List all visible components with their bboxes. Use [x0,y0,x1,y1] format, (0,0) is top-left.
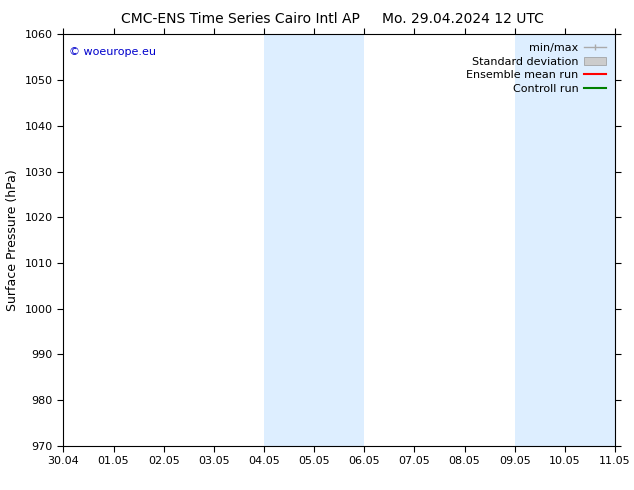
Y-axis label: Surface Pressure (hPa): Surface Pressure (hPa) [6,169,19,311]
Legend: min/max, Standard deviation, Ensemble mean run, Controll run: min/max, Standard deviation, Ensemble me… [463,40,609,97]
Bar [264,34,314,446]
Text: © woeurope.eu: © woeurope.eu [69,47,156,57]
Bar [515,34,565,446]
Text: CMC-ENS Time Series Cairo Intl AP: CMC-ENS Time Series Cairo Intl AP [122,12,360,26]
Bar [565,34,615,446]
Text: Mo. 29.04.2024 12 UTC: Mo. 29.04.2024 12 UTC [382,12,544,26]
Bar [314,34,365,446]
